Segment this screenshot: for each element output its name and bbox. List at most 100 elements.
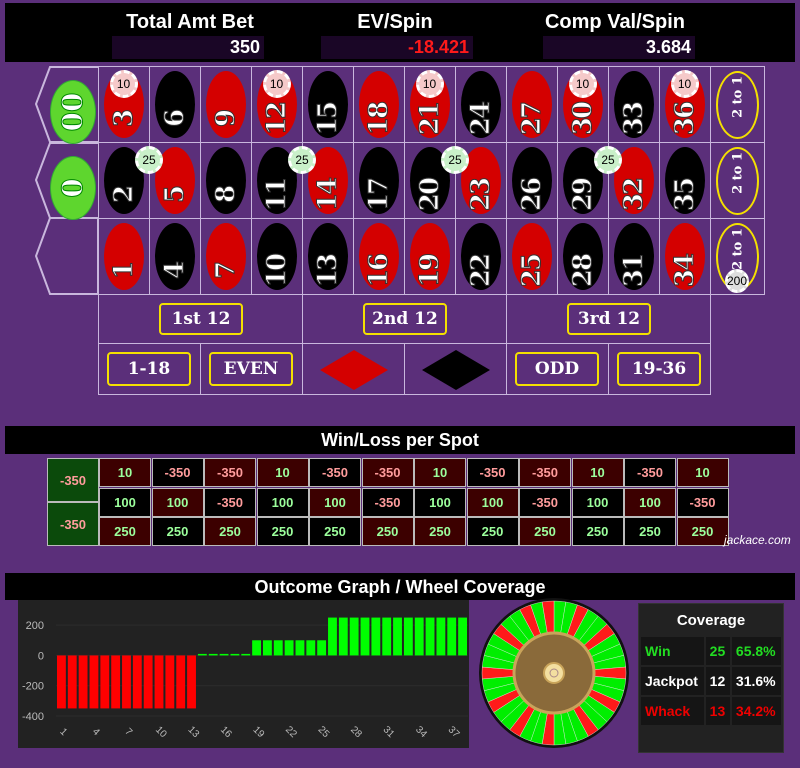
even-bet[interactable]: EVEN bbox=[200, 343, 303, 395]
winloss-cell: -350 bbox=[519, 487, 571, 517]
number-label: 15 bbox=[313, 102, 344, 136]
number-label: 11 bbox=[262, 178, 293, 212]
dozen-bet-1[interactable]: 1st 12 bbox=[98, 294, 303, 344]
number-label: 8 bbox=[211, 186, 242, 204]
wheel-spindle bbox=[543, 662, 565, 684]
high-bet[interactable]: 19-36 bbox=[608, 343, 711, 395]
number-cell-33[interactable]: 33 bbox=[608, 66, 660, 143]
number-cell-10[interactable]: 10 bbox=[251, 218, 303, 295]
number-cell-28[interactable]: 28 bbox=[557, 218, 609, 295]
number-cell-27[interactable]: 27 bbox=[506, 66, 558, 143]
bet-chip[interactable]: 25 bbox=[135, 146, 163, 174]
number-oval: 18 bbox=[359, 71, 399, 138]
bar-16 bbox=[219, 653, 229, 656]
bet-chip[interactable]: 25 bbox=[288, 146, 316, 174]
winloss-cell: 250 bbox=[361, 517, 414, 546]
winloss-cell: -350 bbox=[151, 458, 204, 487]
black-bet[interactable] bbox=[404, 343, 507, 395]
number-label: 32 bbox=[619, 178, 650, 212]
number-label: 34 bbox=[670, 254, 701, 288]
bar-36 bbox=[436, 617, 446, 656]
winloss-cell: 100 bbox=[151, 487, 204, 517]
winloss-grid: -350 -350 10 -350 -350 10 -350 -350 10 -350 -350 10… bbox=[46, 457, 729, 547]
dozen-bet-3[interactable]: 3rd 12 bbox=[506, 294, 711, 344]
winloss-cell: -350 bbox=[361, 458, 414, 487]
bet-chip[interactable]: 200 bbox=[725, 269, 749, 293]
number-cell-34[interactable]: 34 bbox=[659, 218, 711, 295]
dozen-bet-2[interactable]: 2nd 12 bbox=[302, 294, 507, 344]
winloss-cell: 10 bbox=[676, 458, 729, 487]
coverage-row-whack: Whack 13 34.2% bbox=[641, 697, 781, 725]
number-oval: 16 bbox=[359, 223, 399, 290]
number-oval: 17 bbox=[359, 147, 399, 214]
bar-38 bbox=[458, 617, 467, 656]
column-bet-3[interactable]: 2 to 1 bbox=[710, 66, 765, 143]
number-cell-26[interactable]: 26 bbox=[506, 142, 558, 219]
total-bet-label: Total Amt Bet bbox=[126, 11, 254, 33]
bet-chip[interactable]: 10 bbox=[262, 70, 291, 98]
number-label: 5 bbox=[160, 186, 191, 204]
red-bet[interactable] bbox=[302, 343, 405, 395]
number-oval: 31 bbox=[614, 223, 654, 290]
number-cell-25[interactable]: 25 bbox=[506, 218, 558, 295]
number-cell-31[interactable]: 31 bbox=[608, 218, 660, 295]
winloss-title: Win/Loss per Spot bbox=[5, 426, 795, 454]
number-cell-4[interactable]: 4 bbox=[149, 218, 201, 295]
number-label: 25 bbox=[517, 254, 548, 288]
winloss-cell: -350 bbox=[519, 458, 571, 487]
number-cell-16[interactable]: 16 bbox=[353, 218, 405, 295]
number-cell-8[interactable]: 8 bbox=[200, 142, 252, 219]
bar-6 bbox=[111, 655, 121, 709]
number-cell-6[interactable]: 6 bbox=[149, 66, 201, 143]
winloss-cell: 100 bbox=[624, 487, 676, 517]
winloss-cell: -350 bbox=[204, 487, 256, 517]
bet-chip[interactable]: 25 bbox=[441, 146, 469, 174]
winloss-cell: 250 bbox=[151, 517, 204, 546]
number-oval: 35 bbox=[665, 147, 705, 214]
number-label: 18 bbox=[364, 102, 395, 136]
number-label: 26 bbox=[517, 178, 548, 212]
column-bet-2[interactable]: 2 to 1 bbox=[710, 142, 765, 219]
number-cell-35[interactable]: 35 bbox=[659, 142, 711, 219]
number-cell-22[interactable]: 22 bbox=[455, 218, 507, 295]
bet-chip[interactable]: 10 bbox=[568, 70, 597, 98]
number-cell-7[interactable]: 7 bbox=[200, 218, 252, 295]
bar-15 bbox=[208, 653, 218, 656]
bet-chip[interactable]: 10 bbox=[109, 70, 138, 98]
number-cell-18[interactable]: 18 bbox=[353, 66, 405, 143]
bar-30 bbox=[371, 617, 381, 656]
coverage-pct: 34.2% bbox=[731, 697, 781, 725]
zero-00[interactable]: 00 bbox=[50, 80, 96, 144]
number-label: 23 bbox=[466, 178, 497, 212]
number-label: 22 bbox=[466, 254, 497, 288]
dozen-label: 3rd 12 bbox=[567, 303, 651, 335]
wheel-center bbox=[549, 668, 559, 678]
number-cell-19[interactable]: 19 bbox=[404, 218, 456, 295]
bar-29 bbox=[360, 617, 370, 656]
y-tick-label: 0 bbox=[38, 650, 44, 662]
number-label: 10 bbox=[262, 254, 293, 288]
bet-chip[interactable]: 10 bbox=[415, 70, 444, 98]
number-label: 6 bbox=[160, 110, 191, 128]
number-cell-1[interactable]: 1 bbox=[98, 218, 150, 295]
number-cell-24[interactable]: 24 bbox=[455, 66, 507, 143]
winloss-zero-cell: -350 bbox=[47, 502, 99, 546]
number-cell-9[interactable]: 9 bbox=[200, 66, 252, 143]
zero-0[interactable]: 0 bbox=[50, 156, 96, 220]
number-cell-17[interactable]: 17 bbox=[353, 142, 405, 219]
winloss-cell: 250 bbox=[571, 517, 624, 546]
odd-bet[interactable]: ODD bbox=[506, 343, 609, 395]
winloss-cell: -350 bbox=[204, 458, 256, 487]
number-label: 24 bbox=[466, 102, 497, 136]
outside-label: EVEN bbox=[209, 352, 293, 386]
number-label: 33 bbox=[619, 102, 650, 136]
number-cell-15[interactable]: 15 bbox=[302, 66, 354, 143]
number-label: 31 bbox=[619, 254, 650, 288]
winloss-cell: 250 bbox=[204, 517, 256, 546]
bet-chip[interactable]: 25 bbox=[594, 146, 622, 174]
coverage-row-jackpot: Jackpot 12 31.6% bbox=[641, 667, 781, 695]
number-cell-13[interactable]: 13 bbox=[302, 218, 354, 295]
winloss-cell: 100 bbox=[309, 487, 361, 517]
bet-chip[interactable]: 10 bbox=[670, 70, 699, 98]
low-bet[interactable]: 1-18 bbox=[98, 343, 201, 395]
